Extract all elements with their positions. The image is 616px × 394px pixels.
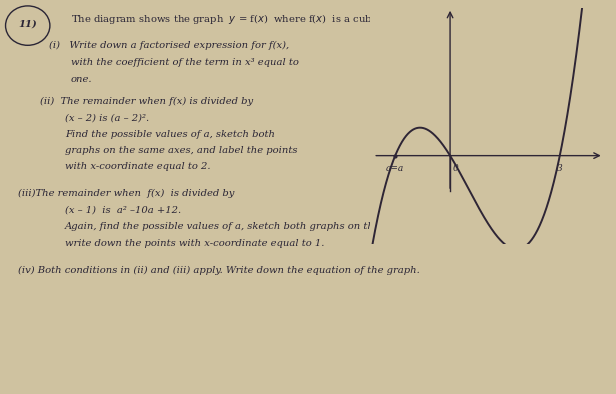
Text: write down the points with x-coordinate equal to 1.: write down the points with x-coordinate … (65, 239, 324, 248)
Text: 0: 0 (453, 164, 458, 173)
Text: (x – 2) is (a – 2)².: (x – 2) is (a – 2)². (65, 113, 149, 123)
Text: Find the possible values of a, sketch both: Find the possible values of a, sketch bo… (65, 130, 275, 139)
Text: Again, find the possible values of a, sketch both graphs on the same axes, and: Again, find the possible values of a, sk… (65, 222, 461, 231)
Text: 3: 3 (557, 164, 562, 173)
Text: (x – 1)  is  a² –10a +12.: (x – 1) is a² –10a +12. (65, 206, 181, 215)
Text: (iv) Both conditions in (ii) and (iii) apply. Write down the equation of the gra: (iv) Both conditions in (ii) and (iii) a… (18, 266, 420, 275)
Text: a=a: a=a (386, 164, 404, 173)
Text: (ii)  The remainder when f(x) is divided by: (ii) The remainder when f(x) is divided … (40, 97, 253, 106)
Text: 11): 11) (18, 20, 37, 29)
Text: one.: one. (71, 75, 92, 84)
Text: with x-coordinate equal to 2.: with x-coordinate equal to 2. (65, 162, 210, 171)
Text: with the coefficient of the term in x³ equal to: with the coefficient of the term in x³ e… (71, 58, 299, 67)
Text: (iii)The remainder when  f(x)  is divided by: (iii)The remainder when f(x) is divided … (18, 189, 235, 198)
Text: graphs on the same axes, and label the points: graphs on the same axes, and label the p… (65, 146, 297, 155)
Text: (i)   Write down a factorised expression for f(x),: (i) Write down a factorised expression f… (49, 41, 290, 50)
Text: The diagram shows the graph  $y$ = f($x$)  where f($x$)  is a cubic polynomial.: The diagram shows the graph $y$ = f($x$)… (71, 12, 443, 26)
